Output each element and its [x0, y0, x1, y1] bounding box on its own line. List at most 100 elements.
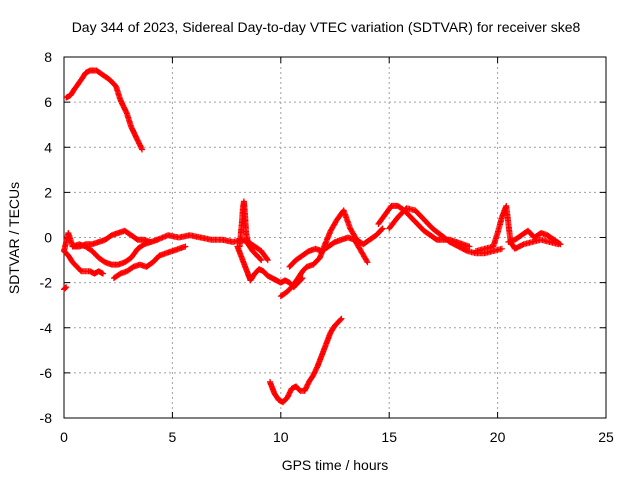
data-point	[299, 248, 311, 259]
y-tick-label: 4	[44, 139, 52, 155]
data-point	[271, 390, 281, 402]
data-point	[134, 242, 147, 252]
data-point	[93, 67, 105, 78]
data-point	[319, 244, 331, 254]
series-point-outlier	[61, 284, 70, 293]
data-point	[123, 110, 134, 129]
data-point	[551, 236, 563, 247]
data-point	[106, 76, 119, 89]
data-point	[336, 316, 344, 324]
data-point	[299, 264, 309, 275]
data-point	[466, 243, 473, 250]
data-point	[78, 70, 88, 83]
axes-layer: 0 5 10 15 20 25 -8 -6 -4 -2 0 2 4 6 8	[40, 49, 614, 445]
x-tick-label: 5	[169, 429, 177, 445]
data-point	[414, 221, 426, 233]
data-point	[310, 255, 322, 268]
data-point	[110, 271, 123, 282]
data-point	[128, 246, 140, 261]
y-tick-label: -4	[40, 320, 53, 336]
series-arc-right-tail	[472, 202, 562, 254]
data-point	[89, 248, 101, 260]
series-arc-low	[267, 315, 345, 406]
data-point	[95, 254, 108, 265]
data-point	[121, 227, 134, 238]
data-point	[147, 239, 154, 245]
data-point	[61, 248, 71, 258]
data-point	[364, 259, 371, 266]
data-point	[427, 232, 439, 242]
x-tick-label: 20	[490, 429, 506, 445]
data-point	[494, 215, 505, 236]
data-point	[247, 271, 258, 284]
x-tick-label: 15	[381, 429, 397, 445]
y-tick-label: 8	[44, 49, 52, 65]
data-point	[293, 253, 305, 264]
x-tick-label: 25	[598, 429, 614, 445]
x-tick-label: 10	[273, 429, 289, 445]
data-point	[82, 243, 95, 254]
data-point	[325, 239, 337, 250]
data-point	[327, 323, 338, 336]
data-point	[264, 257, 271, 264]
series-arc-high	[63, 67, 145, 153]
data-point	[182, 243, 189, 250]
data-point	[347, 225, 359, 242]
data-point	[293, 383, 303, 393]
data-point	[71, 77, 84, 92]
data-point	[139, 146, 145, 153]
data-point	[438, 232, 452, 245]
data-point	[407, 214, 420, 226]
data-point	[69, 259, 80, 269]
y-axis-label: SDTVAR / TECUs	[6, 182, 22, 294]
data-point	[340, 207, 353, 231]
data-point	[258, 257, 265, 264]
data-point	[149, 253, 162, 266]
data-point	[249, 248, 260, 258]
data-point	[310, 364, 320, 379]
data-point	[143, 260, 155, 270]
data-point	[557, 241, 564, 248]
data-point	[286, 258, 298, 270]
data-point	[338, 315, 345, 322]
data-point	[351, 236, 364, 253]
data-point	[381, 204, 394, 218]
data-point	[197, 234, 214, 243]
data-point	[65, 230, 76, 249]
y-tick-label: -6	[40, 365, 53, 381]
data-point	[277, 289, 290, 300]
data-point	[420, 216, 435, 231]
data-point	[113, 83, 123, 102]
series-arc-mid-lower	[286, 234, 371, 270]
series-arc-right-lower	[386, 205, 505, 257]
y-tick-label: 2	[44, 184, 52, 200]
data-point	[379, 225, 386, 232]
data-point	[65, 252, 75, 265]
data-point	[102, 233, 114, 243]
data-point	[360, 237, 372, 248]
data-point	[117, 96, 130, 116]
data-point	[74, 263, 84, 274]
data-point	[67, 86, 78, 99]
y-tick-label: 6	[44, 94, 52, 110]
data-point	[61, 284, 69, 293]
data-point	[219, 236, 235, 245]
data-point	[412, 207, 426, 222]
data-point	[375, 213, 388, 227]
data-point	[327, 217, 340, 234]
data-point	[258, 248, 270, 262]
data-point	[332, 318, 342, 329]
data-point	[128, 232, 140, 242]
data-point	[511, 233, 524, 243]
data-point	[63, 284, 70, 291]
series-arc-spike	[236, 198, 265, 264]
data-point	[121, 255, 134, 266]
data-point	[280, 395, 290, 406]
data-point	[245, 241, 255, 253]
data-point	[394, 206, 409, 221]
data-point	[251, 243, 264, 254]
series-arc-left-dip	[69, 239, 154, 268]
y-tick-label: -8	[40, 410, 53, 426]
data-point	[284, 285, 294, 295]
